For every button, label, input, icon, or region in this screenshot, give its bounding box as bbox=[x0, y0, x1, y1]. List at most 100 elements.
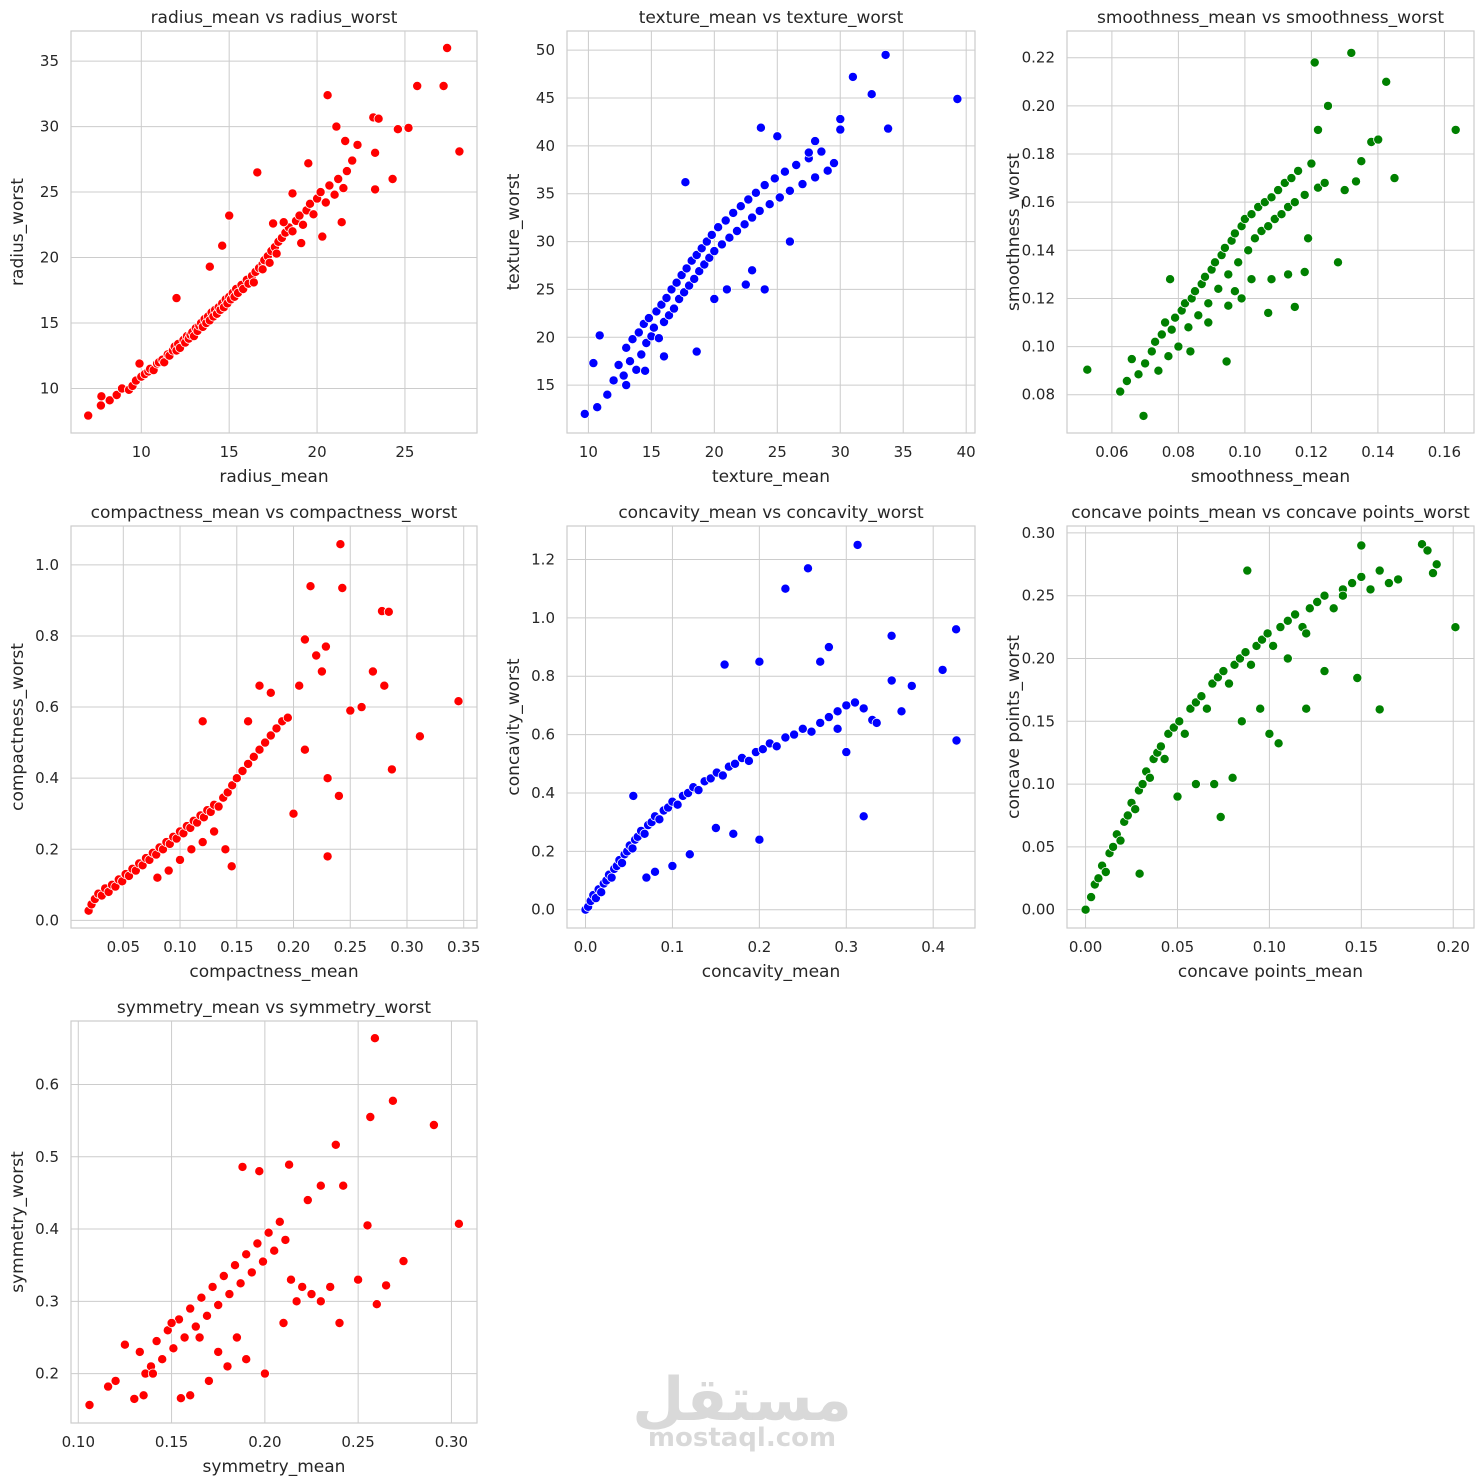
data-point bbox=[743, 194, 754, 205]
data-point bbox=[822, 165, 833, 176]
data-point bbox=[454, 146, 465, 157]
y-tick-label: 0.0 bbox=[531, 901, 555, 919]
data-point bbox=[747, 212, 758, 223]
data-point bbox=[287, 226, 298, 237]
data-point bbox=[381, 1280, 392, 1291]
data-point bbox=[829, 158, 840, 169]
data-point bbox=[806, 726, 817, 737]
data-point bbox=[1339, 185, 1350, 196]
data-point bbox=[664, 310, 675, 321]
data-point bbox=[699, 259, 710, 270]
data-point bbox=[1428, 568, 1439, 579]
x-tick-label: 0.4 bbox=[921, 938, 945, 956]
y-tick-labels: 15 20 25 30 35 40 45 50 bbox=[536, 41, 555, 394]
data-points bbox=[84, 1033, 464, 1411]
data-point bbox=[453, 1218, 464, 1229]
data-point bbox=[1356, 156, 1367, 167]
x-axis-label: concavity_mean bbox=[702, 962, 841, 982]
data-point bbox=[320, 197, 331, 208]
x-tick-label: 0.20 bbox=[277, 938, 310, 956]
data-point bbox=[1236, 716, 1247, 727]
data-point bbox=[1213, 283, 1224, 294]
data-point bbox=[791, 159, 802, 170]
data-point bbox=[771, 741, 782, 752]
data-point bbox=[594, 330, 605, 341]
data-point bbox=[651, 306, 662, 317]
data-point bbox=[672, 799, 683, 810]
data-point bbox=[197, 716, 208, 727]
data-point bbox=[317, 231, 328, 242]
data-point bbox=[684, 280, 695, 291]
data-point bbox=[784, 236, 795, 247]
data-point bbox=[129, 1393, 140, 1404]
data-point bbox=[1289, 301, 1300, 312]
data-point bbox=[754, 834, 765, 845]
data-point bbox=[1290, 609, 1301, 620]
data-point bbox=[1249, 233, 1260, 244]
data-point bbox=[797, 723, 808, 734]
data-point bbox=[196, 1292, 207, 1303]
data-point bbox=[370, 184, 381, 195]
data-point bbox=[618, 370, 629, 381]
data-point bbox=[1383, 578, 1394, 589]
data-point bbox=[299, 634, 310, 645]
data-point bbox=[1282, 615, 1293, 626]
x-axis-label: texture_mean bbox=[712, 467, 830, 487]
data-point bbox=[1275, 622, 1286, 633]
data-point bbox=[1282, 653, 1293, 664]
x-tick-label: 0.20 bbox=[1436, 938, 1469, 956]
data-point bbox=[750, 187, 761, 198]
data-point bbox=[815, 656, 826, 667]
data-point bbox=[197, 837, 208, 848]
data-point bbox=[880, 49, 891, 60]
data-point bbox=[356, 702, 367, 713]
data-point bbox=[217, 240, 228, 251]
x-tick-label: 10 bbox=[132, 443, 151, 461]
data-point bbox=[666, 284, 677, 295]
data-point bbox=[311, 650, 322, 661]
data-point bbox=[680, 177, 691, 188]
data-point bbox=[1130, 804, 1141, 815]
data-point bbox=[1389, 173, 1400, 184]
data-point bbox=[1240, 647, 1251, 658]
data-point bbox=[1203, 298, 1214, 309]
data-point bbox=[353, 1274, 364, 1285]
y-tick-label: 0.8 bbox=[35, 627, 59, 645]
y-tick-label: 25 bbox=[536, 280, 555, 298]
data-point bbox=[815, 717, 826, 728]
data-point bbox=[754, 205, 765, 216]
data-point bbox=[1273, 185, 1284, 196]
y-tick-label: 0.25 bbox=[1022, 587, 1055, 605]
data-point bbox=[263, 1227, 274, 1238]
data-point bbox=[1393, 574, 1404, 585]
data-point bbox=[1163, 351, 1174, 362]
data-point bbox=[257, 264, 268, 275]
data-point bbox=[1319, 666, 1330, 677]
data-point bbox=[1121, 375, 1132, 386]
data-point bbox=[1256, 225, 1267, 236]
data-point bbox=[387, 173, 398, 184]
data-point bbox=[1196, 691, 1207, 702]
data-point bbox=[1173, 341, 1184, 352]
data-point bbox=[1301, 703, 1312, 714]
data-point bbox=[1356, 540, 1367, 551]
x-tick-label: 0.15 bbox=[220, 938, 253, 956]
data-point bbox=[246, 1267, 257, 1278]
x-tick-label: 10 bbox=[579, 443, 598, 461]
data-point bbox=[338, 1180, 349, 1191]
data-point bbox=[1313, 124, 1324, 135]
x-tick-labels: 0.06 0.08 0.10 0.12 0.14 0.16 bbox=[1095, 443, 1461, 461]
data-point bbox=[1246, 274, 1257, 285]
x-tick-label: 0.05 bbox=[107, 938, 140, 956]
data-point bbox=[213, 801, 224, 812]
watermark-arabic-text: مستقل bbox=[632, 1365, 851, 1435]
x-tick-label: 0.14 bbox=[1361, 443, 1394, 461]
data-point bbox=[288, 808, 299, 819]
data-point bbox=[1144, 772, 1155, 783]
grid-lines bbox=[71, 1021, 477, 1423]
data-point bbox=[254, 680, 265, 691]
scatter-panel: 0.06 0.08 0.10 0.12 0.14 0.16 0.08 0.10 0.12 0.14… bbox=[1004, 8, 1475, 487]
data-point bbox=[151, 1336, 162, 1347]
data-point bbox=[333, 790, 344, 801]
data-point bbox=[728, 828, 739, 839]
